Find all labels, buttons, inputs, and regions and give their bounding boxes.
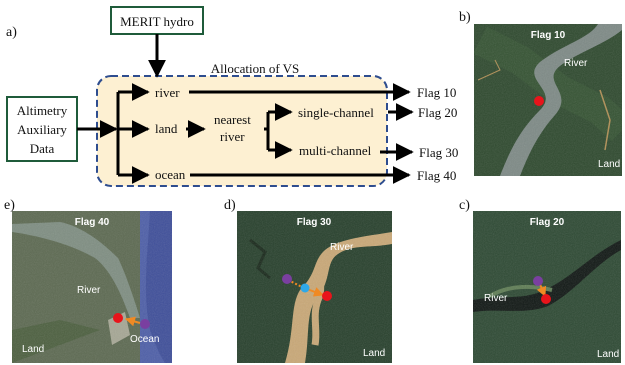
map-e-offset-arrow (125, 316, 141, 327)
merit-hydro-box (110, 6, 204, 35)
panel-label-a: a) (6, 25, 17, 40)
flag10-label: Flag 10 (417, 85, 456, 100)
panel-label-d: d) (224, 198, 236, 213)
map-e-river-label: River (77, 285, 101, 296)
allocation-title: Allocation of VS (211, 61, 300, 76)
panel-label-c: c) (459, 198, 470, 213)
input-line-2: Auxiliary (17, 122, 67, 137)
map-b-title: Flag 10 (531, 30, 566, 41)
map-c-river-label: River (484, 293, 508, 304)
map-e-ocean-label: Ocean (130, 334, 159, 345)
map-c (473, 211, 621, 363)
map-d-river-label: River (330, 242, 354, 253)
map-e-nearest-point (140, 319, 150, 329)
flag30-label: Flag 30 (419, 145, 458, 160)
map-d-land-label: Land (363, 348, 385, 359)
map-d-nearest-point (282, 274, 292, 284)
flag20-label: Flag 20 (418, 105, 457, 120)
node-nearest-line2: river (220, 129, 245, 144)
map-d-offset-arrow (306, 287, 324, 297)
map-d-title: Flag 30 (297, 217, 332, 228)
map-d (237, 211, 392, 363)
flag40-label: Flag 40 (417, 168, 456, 183)
map-d-snap-point (300, 283, 310, 293)
allocation-box (96, 75, 388, 187)
map-d-vs-point (322, 291, 332, 301)
map-e-land-label: Land (22, 344, 44, 355)
map-c-land-label: Land (597, 349, 619, 360)
node-multi-channel: multi-channel (299, 143, 372, 158)
map-b-river-label: River (564, 58, 588, 69)
merit-hydro-label: MERIT hydro (120, 14, 194, 29)
map-b-land-label: Land (598, 159, 620, 170)
map-b-vs-point (534, 96, 544, 106)
input-line-1: Altimetry (17, 103, 68, 118)
panel-label-e: e) (4, 198, 15, 213)
node-single-channel: single-channel (298, 105, 374, 120)
map-e-vs-point (113, 313, 123, 323)
node-ocean: ocean (155, 167, 186, 182)
panel-label-b: b) (459, 10, 471, 25)
map-c-nearest-point (533, 276, 543, 286)
node-nearest-line1: nearest (214, 112, 251, 127)
map-b (474, 24, 622, 176)
map-c-title: Flag 20 (530, 217, 565, 228)
node-land: land (155, 121, 178, 136)
map-e (12, 211, 172, 363)
map-c-vs-point (541, 294, 551, 304)
map-d-dashed-link (287, 279, 303, 288)
map-e-title: Flag 40 (75, 217, 110, 228)
node-river: river (155, 85, 180, 100)
input-line-3: Data (30, 141, 55, 156)
